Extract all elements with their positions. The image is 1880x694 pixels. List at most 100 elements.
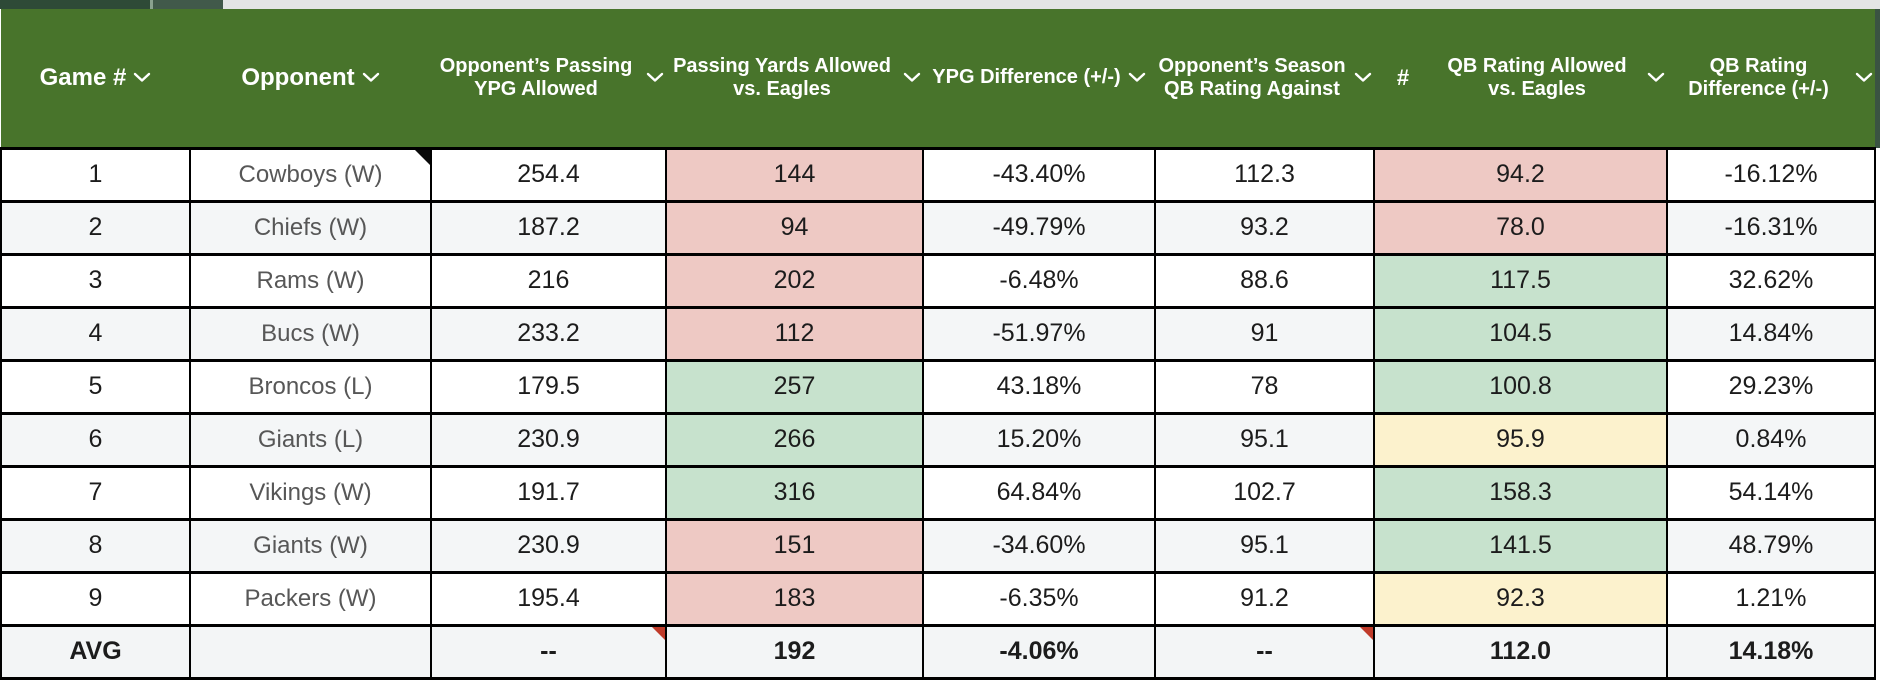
header-row: Game # Opponent Opponent’s Passing YPG A… <box>1 9 1875 148</box>
cell-opponent: Packers (W) <box>189 570 432 627</box>
cell-passing-yards-vs-eagles: 202 <box>665 252 924 309</box>
cell-passing-yards-vs-eagles: 144 <box>665 146 924 203</box>
cell-opp-season-qb-rating: 91 <box>1154 305 1375 362</box>
cell-qb-rating-difference: 32.62% <box>1666 252 1876 309</box>
cell-game-number: 7 <box>0 464 191 521</box>
table-row: 4 Bucs (W) 233.2 112 -51.97% 91 104.5 14.84% <box>0 305 1876 362</box>
cell-opp-passing-ypg: 230.9 <box>430 517 667 574</box>
cell-passing-yards-vs-eagles: 266 <box>665 411 924 468</box>
cell-passing-yards-vs-eagles: 183 <box>665 570 924 627</box>
column-header-qb-rating-difference[interactable]: QB Rating Difference (+/-) <box>1667 9 1875 148</box>
cell-ypg-difference: -6.35% <box>922 570 1156 627</box>
chevron-down-icon[interactable] <box>1855 72 1873 83</box>
column-label: Passing Yards Allowed vs. Eagles <box>673 54 891 100</box>
chevron-down-icon[interactable] <box>1647 72 1665 83</box>
chevron-down-icon[interactable] <box>1354 72 1372 83</box>
column-label: Opponent’s Passing YPG Allowed <box>439 54 633 100</box>
cell-opp-passing-ypg: 230.9 <box>430 411 667 468</box>
cell-passing-yards-vs-eagles: 257 <box>665 358 924 415</box>
cell-opp-passing-ypg: 233.2 <box>430 305 667 362</box>
cell-qb-rating-difference: 29.23% <box>1666 358 1876 415</box>
cell-game-number: 3 <box>0 252 191 309</box>
table-row: 3 Rams (W) 216 202 -6.48% 88.6 117.5 32.62% <box>0 252 1876 309</box>
column-label: QB Rating Allowed vs. Eagles <box>1447 54 1627 100</box>
cell-ypg-difference: -51.97% <box>922 305 1156 362</box>
cell-passing-yards-vs-eagles: 192 <box>665 623 924 680</box>
cell-qb-rating-vs-eagles: 117.5 <box>1373 252 1668 309</box>
cell-opp-passing-ypg: 187.2 <box>430 199 667 256</box>
column-header-opp-season-qb-rating[interactable]: Opponent’s Season QB Rating Against <box>1155 9 1374 148</box>
cell-qb-rating-difference: 14.18% <box>1666 623 1876 680</box>
cell-passing-yards-vs-eagles: 151 <box>665 517 924 574</box>
comment-flag-icon <box>415 149 430 165</box>
table-row: 2 Chiefs (W) 187.2 94 -49.79% 93.2 78.0 -16.31% <box>0 199 1876 256</box>
table-row: AVG -- 192 -4.06% -- 112.0 14.18% <box>0 623 1876 680</box>
right-edge-bar <box>1874 9 1880 148</box>
cell-ypg-difference: 43.18% <box>922 358 1156 415</box>
table-row: 6 Giants (L) 230.9 266 15.20% 95.1 95.9 0.84% <box>0 411 1876 468</box>
cell-opp-season-qb-rating: -- <box>1154 623 1375 680</box>
cell-game-number: 2 <box>0 199 191 256</box>
cell-qb-rating-vs-eagles: 95.9 <box>1373 411 1668 468</box>
cell-opp-season-qb-rating: 95.1 <box>1154 411 1375 468</box>
cell-opp-passing-ypg: 195.4 <box>430 570 667 627</box>
cell-ypg-difference: -4.06% <box>922 623 1156 680</box>
cell-opponent: Rams (W) <box>189 252 432 309</box>
cell-qb-rating-vs-eagles: 104.5 <box>1373 305 1668 362</box>
cell-opponent: Broncos (L) <box>189 358 432 415</box>
chevron-down-icon[interactable] <box>903 72 921 83</box>
cell-qb-rating-difference: -16.12% <box>1666 146 1876 203</box>
table-row: 7 Vikings (W) 191.7 316 64.84% 102.7 158.3 54.1… <box>0 464 1876 521</box>
cell-opp-season-qb-rating: 78 <box>1154 358 1375 415</box>
cell-opp-season-qb-rating: 112.3 <box>1154 146 1375 203</box>
cell-passing-yards-vs-eagles: 112 <box>665 305 924 362</box>
table-row: 9 Packers (W) 195.4 183 -6.35% 91.2 92.3 1.21% <box>0 570 1876 627</box>
cell-ypg-difference: 64.84% <box>922 464 1156 521</box>
column-header-hash[interactable]: # <box>1374 9 1432 148</box>
cell-opponent <box>189 623 432 680</box>
cell-qb-rating-difference: 48.79% <box>1666 517 1876 574</box>
tab-fragment-divider <box>150 0 153 9</box>
cell-game-number: 1 <box>0 146 191 203</box>
cell-qb-rating-difference: 0.84% <box>1666 411 1876 468</box>
chevron-down-icon[interactable] <box>133 72 151 83</box>
cell-qb-rating-difference: 54.14% <box>1666 464 1876 521</box>
cell-opp-passing-ypg: 216 <box>430 252 667 309</box>
table-row: 1 Cowboys (W) 254.4 144 -43.40% 112.3 94.2 -16.… <box>0 146 1876 203</box>
cell-opp-passing-ypg: 191.7 <box>430 464 667 521</box>
stats-table: Game # Opponent Opponent’s Passing YPG A… <box>0 9 1876 680</box>
column-header-game-number[interactable]: Game # <box>1 9 190 148</box>
chevron-down-icon[interactable] <box>362 72 380 83</box>
cell-qb-rating-difference: 14.84% <box>1666 305 1876 362</box>
cell-ypg-difference: -43.40% <box>922 146 1156 203</box>
chevron-down-icon[interactable] <box>1128 72 1146 83</box>
cell-qb-rating-vs-eagles: 112.0 <box>1373 623 1668 680</box>
cell-opp-season-qb-rating: 93.2 <box>1154 199 1375 256</box>
cell-opponent: Vikings (W) <box>189 464 432 521</box>
cell-opponent: Giants (L) <box>189 411 432 468</box>
cell-game-number: 6 <box>0 411 191 468</box>
cell-opp-season-qb-rating: 88.6 <box>1154 252 1375 309</box>
cell-ypg-difference: -6.48% <box>922 252 1156 309</box>
column-header-qb-rating-vs-eagles[interactable]: QB Rating Allowed vs. Eagles <box>1432 9 1667 148</box>
chevron-down-icon[interactable] <box>646 72 664 83</box>
cell-ypg-difference: 15.20% <box>922 411 1156 468</box>
column-label: YPG Difference (+/-) <box>932 66 1121 89</box>
cell-qb-rating-vs-eagles: 78.0 <box>1373 199 1668 256</box>
cell-opponent: Chiefs (W) <box>189 199 432 256</box>
cell-opponent: Cowboys (W) <box>189 146 432 203</box>
column-label: Opponent <box>241 63 355 91</box>
table-row: 5 Broncos (L) 179.5 257 43.18% 78 100.8 29.23% <box>0 358 1876 415</box>
column-header-opponent[interactable]: Opponent <box>190 9 431 148</box>
cell-opp-season-qb-rating: 91.2 <box>1154 570 1375 627</box>
cell-qb-rating-vs-eagles: 92.3 <box>1373 570 1668 627</box>
cell-passing-yards-vs-eagles: 316 <box>665 464 924 521</box>
error-flag-icon <box>652 626 665 640</box>
cell-game-number: AVG <box>0 623 191 680</box>
cell-qb-rating-vs-eagles: 94.2 <box>1373 146 1668 203</box>
cell-qb-rating-vs-eagles: 141.5 <box>1373 517 1668 574</box>
column-header-ypg-difference[interactable]: YPG Difference (+/-) <box>923 9 1155 148</box>
cell-qb-rating-difference: 1.21% <box>1666 570 1876 627</box>
column-header-passing-yards-vs-eagles[interactable]: Passing Yards Allowed vs. Eagles <box>666 9 923 148</box>
column-header-opp-passing-ypg[interactable]: Opponent’s Passing YPG Allowed <box>431 9 666 148</box>
